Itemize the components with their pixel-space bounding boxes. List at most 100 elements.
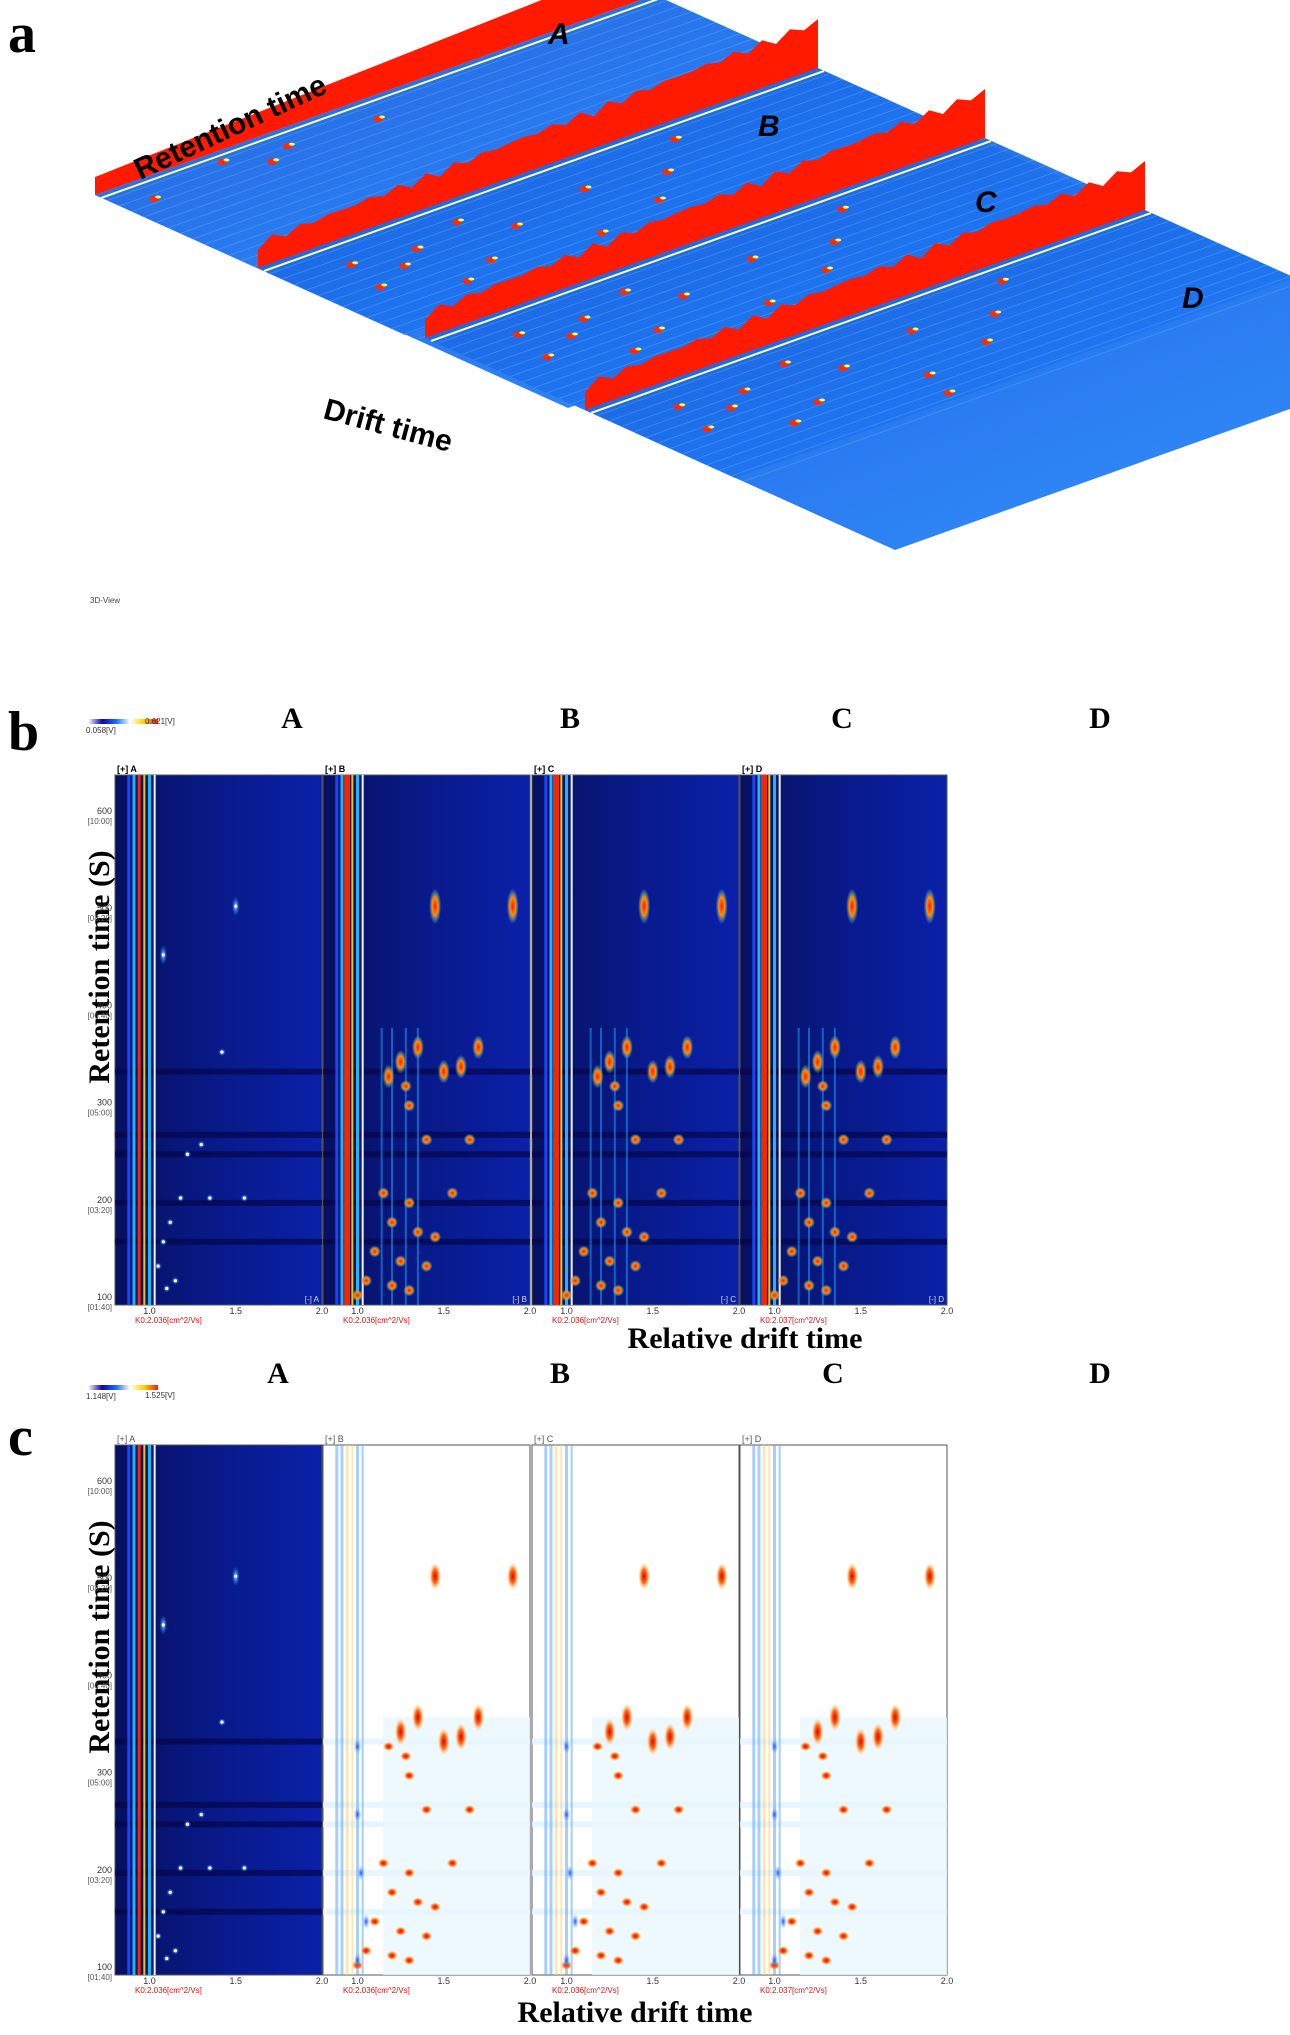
difference-peak xyxy=(803,1950,815,1961)
x-tick-label: 1.5 xyxy=(229,1976,242,1986)
background-band xyxy=(115,1131,322,1138)
slab-streak xyxy=(718,270,1280,471)
difference-peak xyxy=(437,1727,450,1756)
y-tick-label: 400 xyxy=(97,1670,112,1680)
difference-peak xyxy=(612,1867,625,1878)
signal-peak xyxy=(820,1284,833,1297)
signal-peak-core xyxy=(156,1264,160,1268)
slab-streak xyxy=(694,259,1255,460)
signal-peak xyxy=(560,1289,573,1302)
reactant-ion-peak xyxy=(351,775,354,1305)
difference-peak xyxy=(923,1562,936,1591)
signal-peak-core xyxy=(208,1196,212,1200)
peak-glow xyxy=(548,353,555,357)
signal-peak-core xyxy=(199,1142,203,1147)
difference-peak xyxy=(386,1887,398,1898)
background-band xyxy=(323,1199,530,1206)
signal-peak xyxy=(577,1245,590,1258)
difference-peak xyxy=(629,1804,642,1815)
signal-peak xyxy=(608,1080,621,1093)
slab-streak xyxy=(343,106,904,307)
signal-peak xyxy=(837,1133,850,1146)
signal-peak xyxy=(828,1226,841,1239)
y-tick-sublabel: [01:40] xyxy=(88,1303,112,1312)
slab-streak xyxy=(522,181,1083,383)
signal-peak xyxy=(612,1196,625,1209)
difference-peak xyxy=(463,1804,476,1815)
signal-peak-core xyxy=(234,904,238,908)
reactant-ion-peak xyxy=(361,1445,364,1975)
slab-streak xyxy=(449,148,1010,350)
signal-peak-core xyxy=(242,1196,246,1200)
slab-streak xyxy=(497,170,1059,372)
difference-peak xyxy=(377,1858,390,1869)
peak-glow xyxy=(635,347,642,351)
signal-peak xyxy=(646,1059,659,1084)
x-tick-label: 1.0 xyxy=(768,1976,781,1986)
drift-streak xyxy=(797,1027,800,1305)
slab-highlight xyxy=(590,212,1152,414)
colorbar-c-max: 1.525[V] xyxy=(145,1391,175,1400)
signal-peak-core xyxy=(178,1196,183,1200)
signal-peak-core xyxy=(220,1050,224,1054)
signal-peak xyxy=(420,1260,433,1273)
reactant-ion-peak xyxy=(153,1445,156,1975)
reactant-ion-peak xyxy=(752,775,756,1305)
signal-peak-core xyxy=(185,1822,190,1826)
sample-label-d: D xyxy=(1182,282,1204,315)
difference-peak xyxy=(837,1931,850,1942)
signal-peak xyxy=(595,1279,607,1292)
plot-background xyxy=(114,774,323,1306)
reactant-ion-peak xyxy=(570,775,573,1305)
signal-peak xyxy=(411,1035,424,1060)
difference-peak xyxy=(820,1770,833,1781)
reactant-ion-peak xyxy=(768,1445,771,1975)
slab-streak xyxy=(270,73,831,274)
difference-peak xyxy=(403,1867,416,1878)
signal-peak xyxy=(863,1187,876,1200)
reactant-ion-peak xyxy=(549,775,553,1305)
background-band xyxy=(115,1199,322,1206)
reactant-ion-peak xyxy=(137,775,141,1305)
signal-peak xyxy=(595,1216,607,1229)
peak-glow xyxy=(827,266,833,270)
signal-peak-core xyxy=(161,1623,165,1627)
view-label: 3D-View xyxy=(90,596,120,605)
negative-difference-peak xyxy=(571,1913,580,1930)
drift-streak xyxy=(600,1027,602,1305)
difference-peak xyxy=(603,1926,616,1937)
difference-peak xyxy=(446,1858,459,1869)
difference-peak xyxy=(638,1901,651,1912)
x-tick-label: 1.5 xyxy=(854,1976,867,1986)
signal-peak-core xyxy=(173,1279,177,1283)
peak-glow xyxy=(572,332,578,336)
corner-label: [+] A xyxy=(117,764,137,774)
negative-difference-peak xyxy=(565,1864,574,1881)
peak-glow xyxy=(995,310,1002,314)
reactant-ion-peak xyxy=(148,1445,151,1975)
drift-streak xyxy=(613,1027,616,1305)
ko-label: K0:2.036[cm^2/Vs] xyxy=(552,1986,619,1995)
difference-peak xyxy=(403,1770,416,1781)
negative-difference-peak xyxy=(356,1864,365,1881)
difference-peak xyxy=(715,1562,728,1591)
difference-peak xyxy=(820,1867,833,1878)
difference-peak xyxy=(595,1887,607,1898)
panel-b-title-c: C xyxy=(831,702,853,735)
reactant-ion-peak xyxy=(335,775,339,1305)
difference-peak xyxy=(655,1858,668,1869)
difference-peak xyxy=(595,1950,607,1961)
difference-peak xyxy=(577,1916,590,1927)
plot-D: 1.0 1.5 2.0 K0:2.037[cm^2/Vs] [+] D xyxy=(739,1434,953,1995)
signal-peak-core xyxy=(161,1240,165,1244)
signal-peak-core xyxy=(168,1890,172,1894)
reactant-ion-peak xyxy=(127,1445,131,1975)
difference-peak xyxy=(828,1897,841,1908)
peak-glow xyxy=(912,327,919,331)
signal-peak xyxy=(591,1064,604,1089)
panel-c-title-b: B xyxy=(549,1357,570,1390)
peak-glow xyxy=(752,255,759,259)
background-band xyxy=(115,1738,322,1745)
signal-peak xyxy=(811,1255,824,1268)
x-tick-label: 1.0 xyxy=(143,1976,156,1986)
